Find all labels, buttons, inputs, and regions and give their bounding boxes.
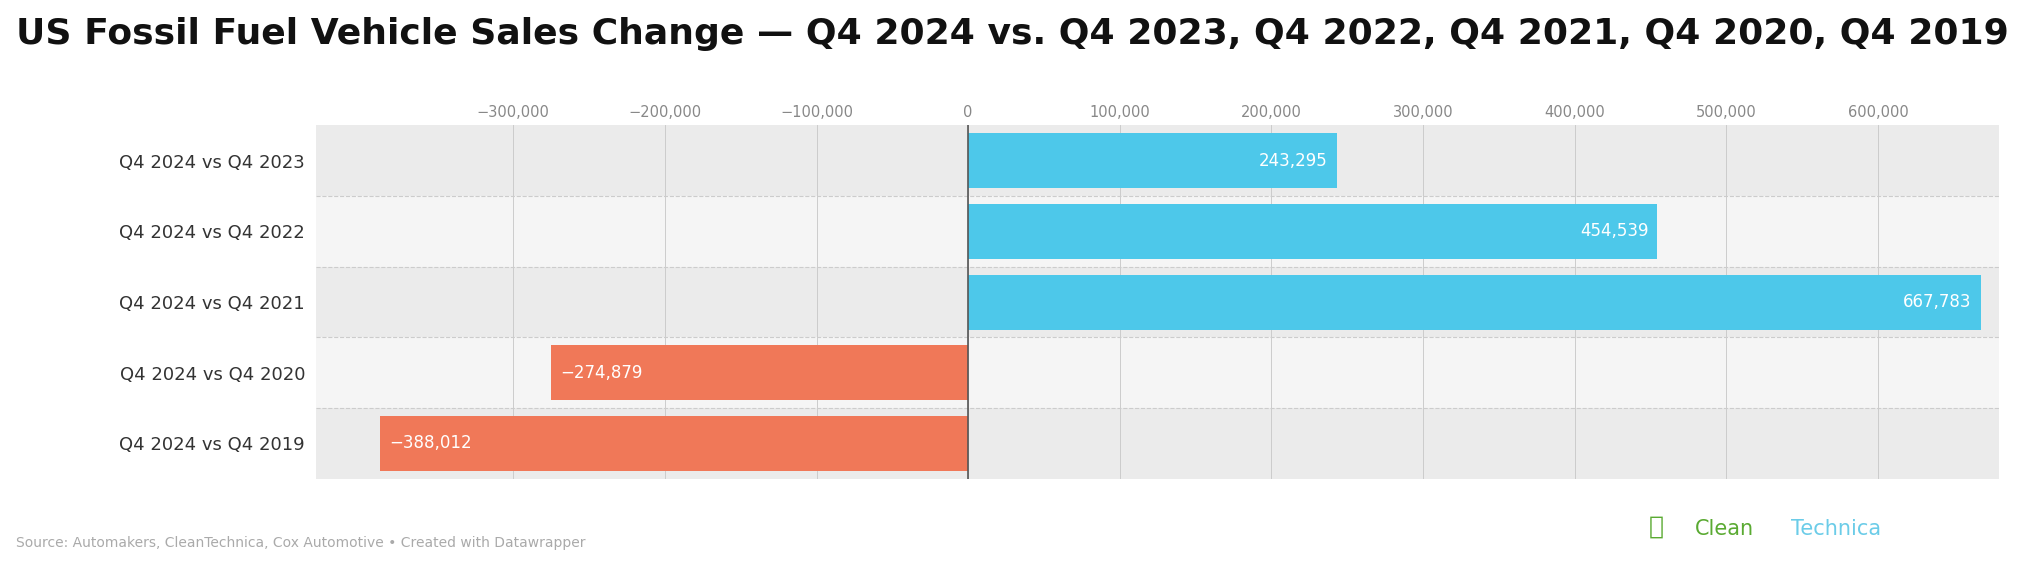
Bar	[316, 337, 1998, 408]
Text: −388,012: −388,012	[389, 434, 471, 453]
Bar	[969, 275, 1980, 329]
Bar	[551, 345, 969, 400]
Text: US Fossil Fuel Vehicle Sales Change — Q4 2024 vs. Q4 2023, Q4 2022, Q4 2021, Q4 : US Fossil Fuel Vehicle Sales Change — Q4…	[16, 17, 2008, 51]
Text: 454,539: 454,539	[1578, 222, 1648, 241]
Bar	[316, 196, 1998, 267]
Text: Technica: Technica	[1790, 519, 1880, 539]
Text: Ⓜ: Ⓜ	[1648, 515, 1662, 539]
Bar	[969, 133, 1336, 188]
Bar	[316, 408, 1998, 479]
Text: Source: Automakers, CleanTechnica, Cox Automotive • Created with Datawrapper: Source: Automakers, CleanTechnica, Cox A…	[16, 536, 585, 550]
Bar	[969, 204, 1656, 259]
Bar	[316, 125, 1998, 196]
Bar	[379, 416, 969, 471]
Text: 243,295: 243,295	[1258, 152, 1327, 170]
Text: −274,879: −274,879	[561, 364, 642, 382]
Text: 667,783: 667,783	[1902, 293, 1970, 311]
Bar	[316, 267, 1998, 337]
Text: Clean: Clean	[1694, 519, 1754, 539]
